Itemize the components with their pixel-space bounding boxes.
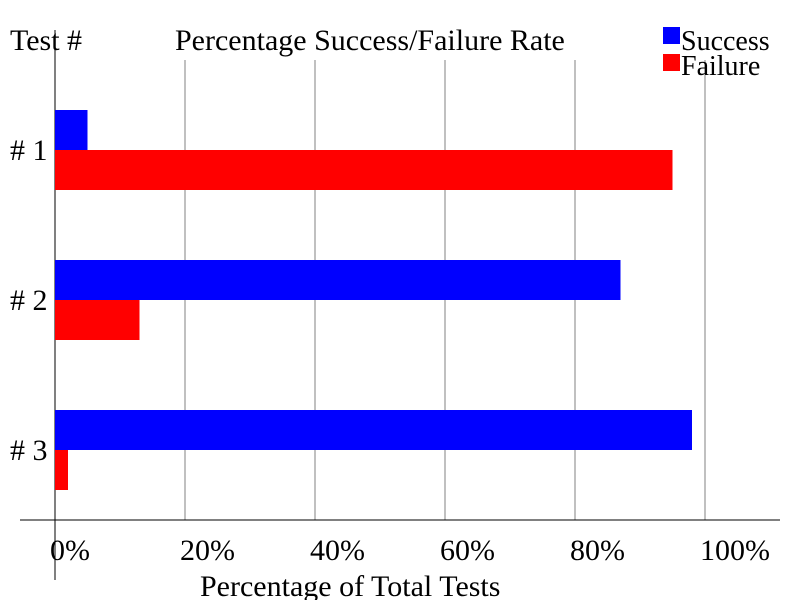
bar-marks: [55, 110, 692, 490]
category-label: # 2: [10, 284, 48, 317]
bar-failure-3: [55, 450, 68, 490]
x-tick-labels: 0% 20% 40% 60% 80% 100%: [50, 534, 770, 567]
category-labels: # 1 # 2 # 3: [10, 134, 48, 467]
category-label: # 3: [10, 434, 48, 467]
legend-label-success: Success: [681, 26, 770, 57]
y-axis-title: Test #: [10, 24, 82, 57]
bar-success-1: [55, 110, 88, 150]
bar-success-3: [55, 410, 692, 450]
bar-failure-1: [55, 150, 673, 190]
x-axis-title: Percentage of Total Tests: [200, 570, 500, 600]
chart-title: Percentage Success/Failure Rate: [175, 24, 565, 57]
x-tick-label: 60%: [440, 534, 495, 567]
legend-label-failure: Failure: [681, 51, 760, 82]
legend-swatch-success: [663, 27, 680, 44]
x-tick-label: 20%: [180, 534, 235, 567]
legend: Success Failure: [663, 26, 770, 82]
x-tick-label: 0%: [50, 534, 90, 567]
category-label: # 1: [10, 134, 48, 167]
bar-failure-2: [55, 300, 140, 340]
x-tick-label: 100%: [700, 534, 770, 567]
x-tick-label: 40%: [310, 534, 365, 567]
x-tick-label: 80%: [570, 534, 625, 567]
bar-success-2: [55, 260, 621, 300]
legend-swatch-failure: [663, 54, 680, 71]
